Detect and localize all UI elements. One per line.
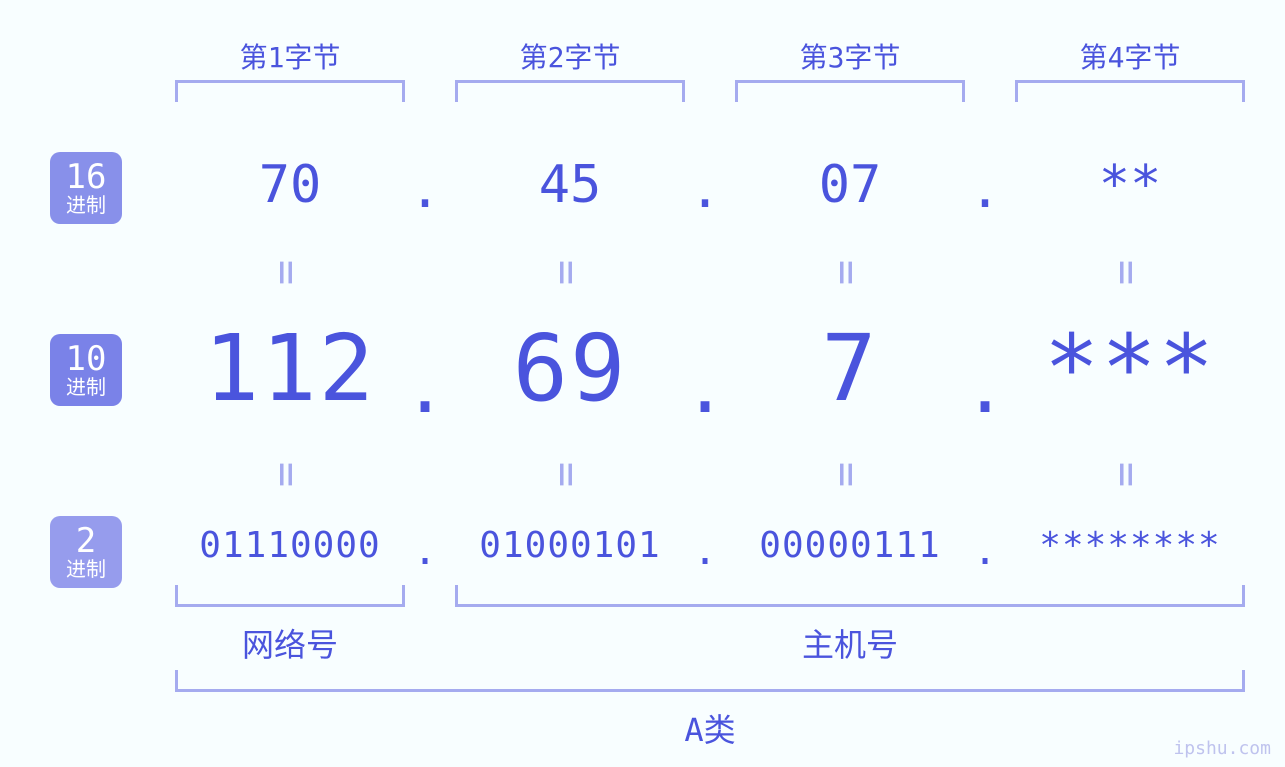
label-host: 主机号 bbox=[450, 620, 1250, 666]
bracket-network bbox=[175, 585, 405, 607]
top-bracket-2 bbox=[455, 80, 685, 102]
badge-hex-num: 16 bbox=[66, 160, 107, 196]
bracket-class bbox=[175, 670, 1245, 692]
hex-byte-2: 45 bbox=[450, 155, 690, 215]
badge-hex: 16 进制 bbox=[50, 152, 122, 224]
top-bracket-1 bbox=[175, 80, 405, 102]
label-network: 网络号 bbox=[170, 620, 410, 666]
byte-header-4: 第4字节 bbox=[1010, 36, 1250, 76]
dot-dec-1: . bbox=[400, 345, 450, 429]
eq-dec-bin-2: = bbox=[543, 462, 592, 487]
byte-header-3: 第3字节 bbox=[730, 36, 970, 76]
eq-dec-bin-4: = bbox=[1103, 462, 1152, 487]
bin-byte-3: 00000111 bbox=[730, 525, 970, 566]
badge-bin-num: 2 bbox=[76, 524, 96, 560]
top-bracket-4 bbox=[1015, 80, 1245, 102]
hex-byte-1: 70 bbox=[170, 155, 410, 215]
eq-dec-bin-1: = bbox=[263, 462, 312, 487]
dec-byte-3: 7 bbox=[730, 315, 970, 422]
badge-bin: 2 进制 bbox=[50, 516, 122, 588]
bin-byte-1: 01110000 bbox=[170, 525, 410, 566]
dec-byte-4: *** bbox=[1010, 315, 1250, 422]
dot-hex-1: . bbox=[400, 160, 450, 220]
byte-header-2: 第2字节 bbox=[450, 36, 690, 76]
bracket-host bbox=[455, 585, 1245, 607]
bin-byte-2: 01000101 bbox=[450, 525, 690, 566]
badge-dec-sub: 进制 bbox=[66, 377, 106, 398]
dot-bin-3: . bbox=[960, 528, 1010, 574]
dot-bin-2: . bbox=[680, 528, 730, 574]
badge-dec: 10 进制 bbox=[50, 334, 122, 406]
top-bracket-3 bbox=[735, 80, 965, 102]
hex-byte-4: ** bbox=[1010, 155, 1250, 215]
dec-byte-2: 69 bbox=[450, 315, 690, 422]
eq-hex-dec-1: = bbox=[263, 260, 312, 285]
eq-hex-dec-3: = bbox=[823, 260, 872, 285]
ip-diagram: 第1字节 第2字节 第3字节 第4字节 16 进制 10 进制 2 进制 70 … bbox=[0, 0, 1285, 767]
badge-hex-sub: 进制 bbox=[66, 195, 106, 216]
byte-header-1: 第1字节 bbox=[170, 36, 410, 76]
dot-dec-3: . bbox=[960, 345, 1010, 429]
watermark: ipshu.com bbox=[1173, 738, 1271, 759]
eq-hex-dec-2: = bbox=[543, 260, 592, 285]
bin-byte-4: ******** bbox=[1010, 525, 1250, 566]
eq-hex-dec-4: = bbox=[1103, 260, 1152, 285]
dot-hex-3: . bbox=[960, 160, 1010, 220]
dot-bin-1: . bbox=[400, 528, 450, 574]
dot-dec-2: . bbox=[680, 345, 730, 429]
hex-byte-3: 07 bbox=[730, 155, 970, 215]
dec-byte-1: 112 bbox=[170, 315, 410, 422]
badge-bin-sub: 进制 bbox=[66, 559, 106, 580]
label-class: A类 bbox=[170, 705, 1250, 751]
dot-hex-2: . bbox=[680, 160, 730, 220]
badge-dec-num: 10 bbox=[66, 342, 107, 378]
eq-dec-bin-3: = bbox=[823, 462, 872, 487]
